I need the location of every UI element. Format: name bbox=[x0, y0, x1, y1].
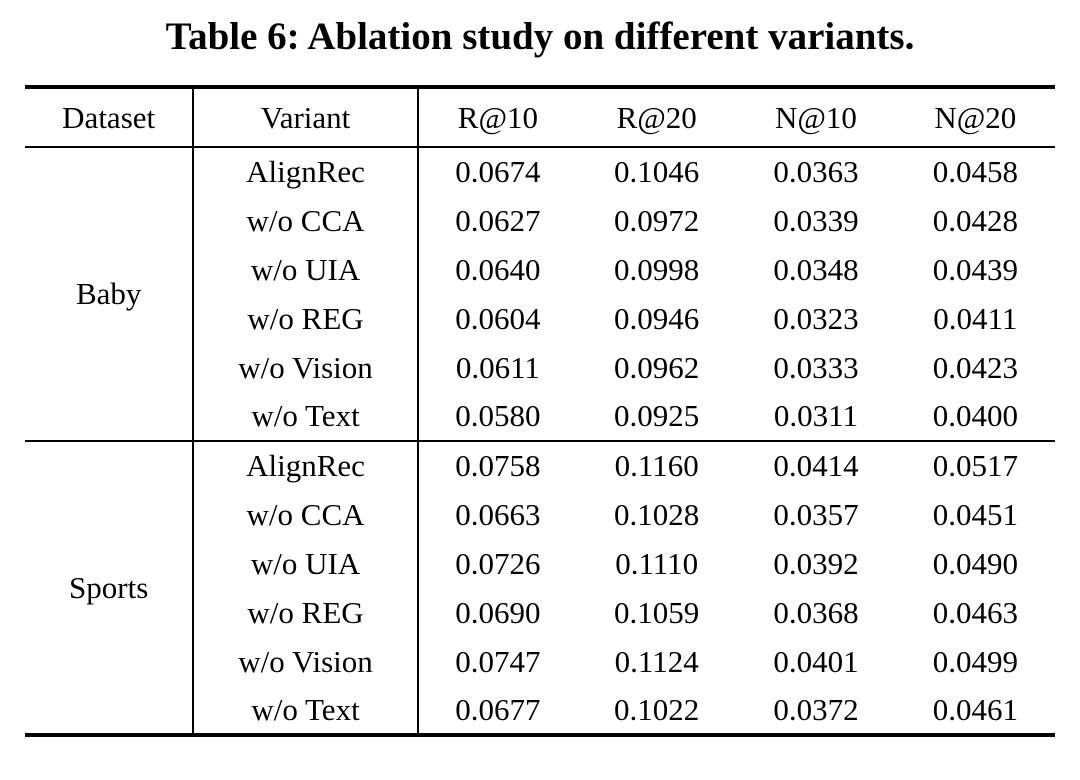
metric-value: 0.0428 bbox=[932, 202, 1018, 238]
table-row-sports-4: w/o Vision 0.0747 0.1124 0.0401 0.0499 bbox=[25, 637, 1055, 686]
variant-label: w/o UIA bbox=[193, 539, 419, 588]
metric-value: 0.0414 bbox=[773, 448, 859, 483]
dataset-label-sports: Sports bbox=[25, 441, 195, 735]
metric-value: 0.0490 bbox=[932, 545, 1018, 581]
variant-label: w/o REG bbox=[193, 588, 419, 637]
metric-value: 0.0925 bbox=[614, 398, 700, 433]
metric-value: 0.0690 bbox=[455, 594, 541, 630]
metric-value: 0.0400 bbox=[932, 398, 1018, 433]
metric-value: 0.0663 bbox=[455, 496, 541, 532]
metric-value: 0.0674 bbox=[455, 154, 541, 189]
table-row-sports-2: w/o UIA 0.0726 0.1110 0.0392 0.0490 bbox=[25, 539, 1055, 588]
variant-label: w/o Text bbox=[193, 392, 419, 441]
metric-value: 0.0339 bbox=[773, 202, 859, 238]
variant-label: AlignRec bbox=[193, 147, 419, 196]
table-header: Dataset Variant R@10 R@20 N@10 N@20 bbox=[25, 87, 1055, 147]
variant-label: w/o Text bbox=[193, 686, 419, 735]
variant-label: w/o REG bbox=[193, 294, 419, 343]
table-row-sports-3: w/o REG 0.0690 0.1059 0.0368 0.0463 bbox=[25, 588, 1055, 637]
metric-value: 0.0946 bbox=[614, 300, 700, 336]
metric-value: 0.0411 bbox=[933, 300, 1018, 336]
metric-value: 0.0972 bbox=[614, 202, 700, 238]
metric-value: 0.1028 bbox=[614, 496, 700, 532]
metric-value: 0.0640 bbox=[455, 251, 541, 287]
metric-value: 0.0461 bbox=[932, 691, 1018, 727]
metric-value: 0.0517 bbox=[932, 448, 1018, 483]
metric-value: 0.0627 bbox=[455, 202, 541, 238]
metric-value: 0.0363 bbox=[773, 154, 859, 189]
metric-value: 0.0611 bbox=[455, 349, 540, 385]
column-header-n10: N@10 bbox=[775, 99, 857, 135]
metric-value: 0.0323 bbox=[773, 300, 859, 336]
metric-value: 0.0758 bbox=[455, 448, 541, 483]
metric-value: 0.0677 bbox=[455, 691, 541, 727]
table-row-baby-4: w/o Vision 0.0611 0.0962 0.0333 0.0423 bbox=[25, 343, 1055, 392]
column-header-dataset: Dataset bbox=[25, 87, 195, 147]
table-row-sports-0: Sports AlignRec 0.0758 0.1160 0.0414 0.0517 bbox=[25, 441, 1055, 735]
variant-label: w/o CCA bbox=[193, 196, 419, 245]
metric-value: 0.1124 bbox=[614, 643, 699, 679]
metric-value: 0.0962 bbox=[614, 349, 700, 385]
variant-label: w/o CCA bbox=[193, 490, 419, 539]
metric-value: 0.0423 bbox=[932, 349, 1018, 385]
metric-value: 0.0348 bbox=[773, 251, 859, 287]
metric-value: 0.0726 bbox=[455, 545, 541, 581]
table-row-sports-1: w/o CCA 0.0663 0.1028 0.0357 0.0451 bbox=[25, 490, 1055, 539]
metric-value: 0.0458 bbox=[932, 154, 1018, 189]
table-row-sports-5: w/o Text 0.0677 0.1022 0.0372 0.0461 bbox=[25, 686, 1055, 735]
table-row-baby-2: w/o UIA 0.0640 0.0998 0.0348 0.0439 bbox=[25, 245, 1055, 294]
metric-value: 0.0368 bbox=[773, 594, 859, 630]
metric-value: 0.0998 bbox=[614, 251, 700, 287]
metric-value: 0.0357 bbox=[773, 496, 859, 532]
variant-label: w/o UIA bbox=[193, 245, 419, 294]
metric-value: 0.0333 bbox=[773, 349, 859, 385]
metric-value: 0.0372 bbox=[773, 691, 859, 727]
metric-value: 0.1022 bbox=[614, 691, 700, 727]
metric-value: 0.1046 bbox=[614, 154, 700, 189]
metric-value: 0.1110 bbox=[615, 545, 699, 581]
column-header-r20: R@20 bbox=[616, 99, 697, 135]
metric-value: 0.0580 bbox=[455, 398, 541, 433]
metric-value: 0.0392 bbox=[773, 545, 859, 581]
variant-label: w/o Vision bbox=[193, 637, 419, 686]
column-header-n20: N@20 bbox=[934, 99, 1017, 135]
metric-value: 0.0401 bbox=[773, 643, 859, 679]
metric-value: 0.0604 bbox=[455, 300, 541, 336]
ablation-table: Dataset Variant R@10 R@20 N@10 N@20 Baby Align… bbox=[25, 85, 1055, 737]
metric-value: 0.0311 bbox=[773, 398, 859, 433]
column-header-r10: R@10 bbox=[457, 99, 538, 135]
metric-value: 0.0747 bbox=[455, 643, 541, 679]
table-row-baby-5: w/o Text 0.0580 0.0925 0.0311 0.0400 bbox=[25, 392, 1055, 441]
table-caption: Table 6: Ablation study on different var… bbox=[165, 15, 915, 58]
metric-value: 0.0451 bbox=[932, 496, 1018, 532]
table-row-baby-1: w/o CCA 0.0627 0.0972 0.0339 0.0428 bbox=[25, 196, 1055, 245]
variant-label: w/o Vision bbox=[193, 343, 419, 392]
metric-value: 0.1059 bbox=[614, 594, 700, 630]
table-row-baby-0: Baby AlignRec 0.0674 0.1046 0.0363 0.0458 bbox=[25, 147, 1055, 441]
dataset-label-baby: Baby bbox=[25, 147, 195, 441]
variant-label: AlignRec bbox=[193, 441, 419, 490]
table-row-baby-3: w/o REG 0.0604 0.0946 0.0323 0.0411 bbox=[25, 294, 1055, 343]
metric-value: 0.1160 bbox=[614, 448, 699, 483]
column-header-variant: Variant bbox=[193, 87, 419, 147]
header-row: Dataset Variant R@10 R@20 N@10 N@20 bbox=[25, 87, 1055, 147]
metric-value: 0.0463 bbox=[932, 594, 1018, 630]
metric-value: 0.0439 bbox=[932, 251, 1018, 287]
metric-value: 0.0499 bbox=[932, 643, 1018, 679]
